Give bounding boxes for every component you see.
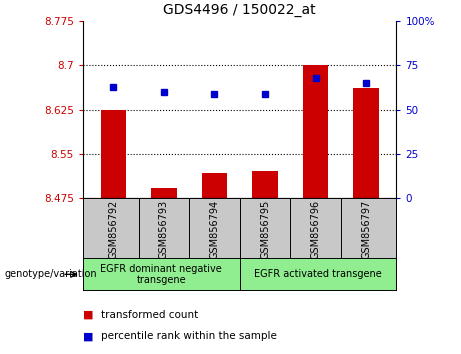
Text: GSM856796: GSM856796 — [311, 200, 320, 259]
Bar — [354, 88, 379, 198]
Text: GSM856795: GSM856795 — [260, 200, 270, 259]
Bar — [100, 110, 126, 198]
Title: GDS4496 / 150022_at: GDS4496 / 150022_at — [163, 4, 316, 17]
Text: ■: ■ — [83, 310, 94, 320]
Text: GSM856797: GSM856797 — [361, 200, 371, 259]
Text: GSM856793: GSM856793 — [159, 200, 169, 259]
Text: GSM856794: GSM856794 — [209, 200, 219, 259]
Text: GSM856792: GSM856792 — [108, 200, 118, 259]
Text: percentile rank within the sample: percentile rank within the sample — [101, 331, 278, 341]
Bar — [151, 188, 177, 198]
Text: genotype/variation: genotype/variation — [5, 269, 97, 279]
Text: EGFR activated transgene: EGFR activated transgene — [254, 269, 382, 279]
Text: ■: ■ — [83, 331, 94, 341]
Text: EGFR dominant negative
transgene: EGFR dominant negative transgene — [100, 263, 222, 285]
Text: transformed count: transformed count — [101, 310, 199, 320]
Bar — [202, 173, 227, 198]
Bar — [303, 65, 328, 198]
Bar — [252, 171, 278, 198]
